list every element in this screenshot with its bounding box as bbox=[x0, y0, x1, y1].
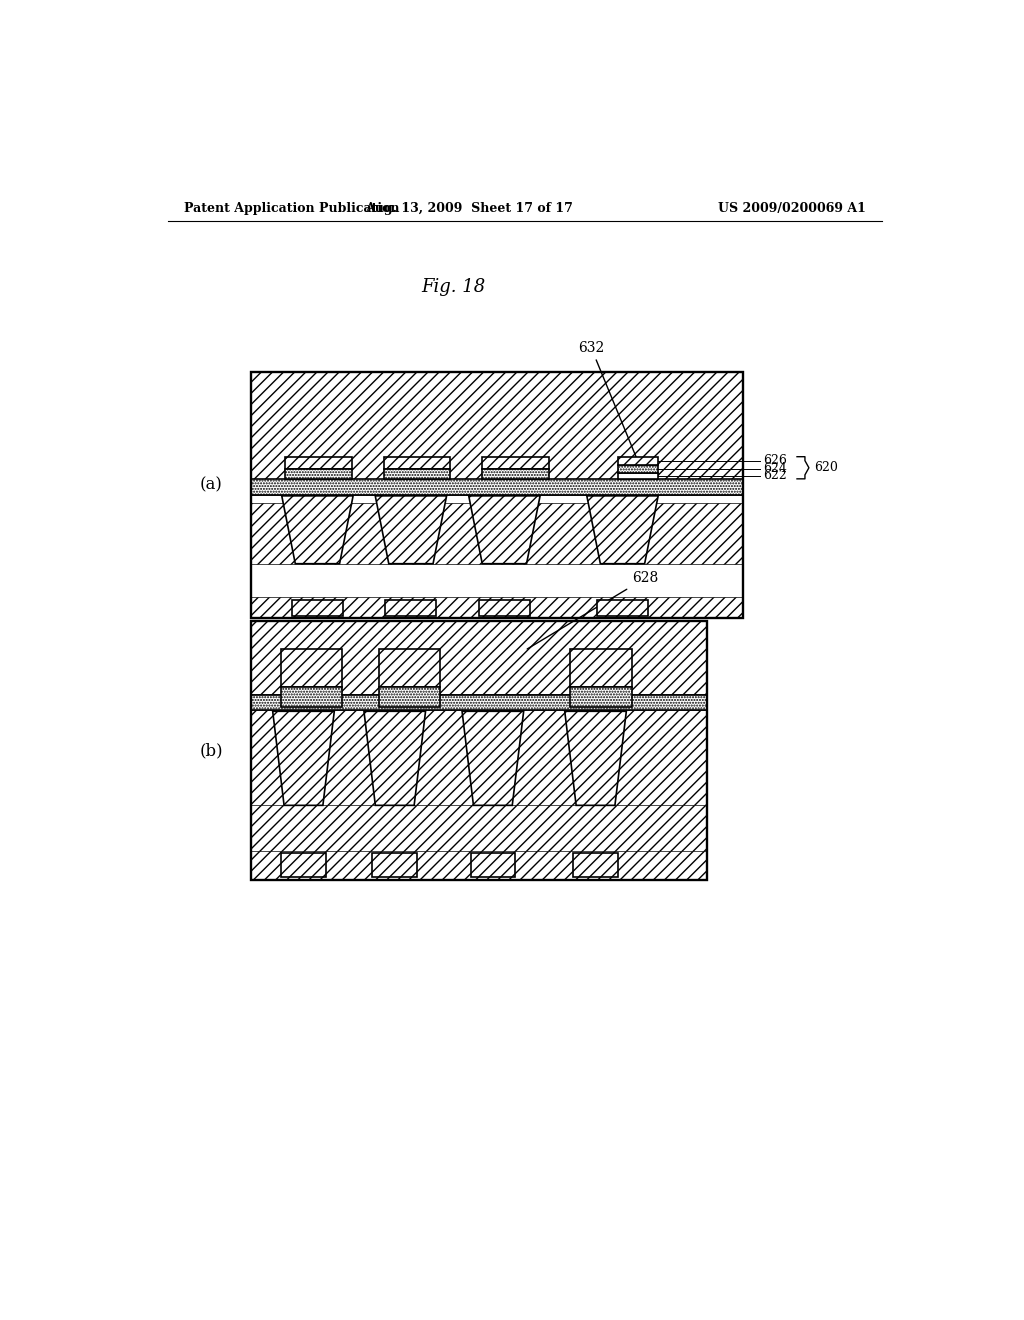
Bar bbox=[471, 853, 515, 876]
Bar bbox=[385, 601, 436, 616]
Bar bbox=[617, 457, 657, 465]
Text: US 2009/0200069 A1: US 2009/0200069 A1 bbox=[718, 202, 866, 215]
Polygon shape bbox=[272, 711, 334, 805]
Bar bbox=[281, 649, 342, 688]
Bar bbox=[482, 457, 549, 469]
Polygon shape bbox=[462, 711, 523, 805]
Bar bbox=[482, 469, 549, 479]
Text: 626: 626 bbox=[763, 454, 786, 467]
Polygon shape bbox=[282, 496, 353, 564]
Bar bbox=[292, 601, 343, 616]
Text: Aug. 13, 2009  Sheet 17 of 17: Aug. 13, 2009 Sheet 17 of 17 bbox=[366, 202, 573, 215]
Bar bbox=[251, 503, 743, 564]
Text: 622: 622 bbox=[763, 469, 786, 482]
Bar bbox=[251, 479, 743, 495]
Bar bbox=[251, 597, 743, 618]
Bar bbox=[251, 694, 708, 710]
Bar bbox=[286, 469, 352, 479]
Bar bbox=[597, 601, 648, 616]
Polygon shape bbox=[375, 496, 446, 564]
Text: Patent Application Publication: Patent Application Publication bbox=[183, 202, 399, 215]
Bar bbox=[251, 851, 708, 880]
Bar bbox=[281, 688, 342, 706]
Text: Fig. 18: Fig. 18 bbox=[422, 279, 485, 296]
Bar bbox=[251, 710, 708, 880]
Bar bbox=[617, 465, 657, 473]
Text: 620: 620 bbox=[814, 461, 839, 474]
Bar bbox=[251, 372, 743, 495]
Polygon shape bbox=[564, 711, 627, 805]
Bar bbox=[570, 649, 632, 688]
Bar bbox=[384, 457, 451, 469]
Bar bbox=[379, 649, 440, 688]
Text: 632: 632 bbox=[578, 341, 637, 458]
Bar bbox=[573, 853, 617, 876]
Bar bbox=[251, 710, 708, 805]
Bar bbox=[251, 372, 743, 618]
Bar bbox=[384, 469, 451, 479]
Text: 628: 628 bbox=[527, 572, 658, 649]
Polygon shape bbox=[587, 496, 658, 564]
Bar bbox=[251, 620, 708, 880]
Text: (b): (b) bbox=[200, 742, 223, 759]
Polygon shape bbox=[364, 711, 426, 805]
Bar bbox=[479, 601, 529, 616]
Text: (a): (a) bbox=[200, 477, 222, 494]
Polygon shape bbox=[469, 496, 540, 564]
Bar bbox=[373, 853, 417, 876]
Bar bbox=[251, 620, 708, 694]
Bar bbox=[617, 473, 657, 479]
Text: 624: 624 bbox=[763, 462, 786, 475]
Bar bbox=[379, 688, 440, 706]
Bar bbox=[286, 457, 352, 469]
Bar bbox=[570, 688, 632, 706]
Bar bbox=[282, 853, 326, 876]
